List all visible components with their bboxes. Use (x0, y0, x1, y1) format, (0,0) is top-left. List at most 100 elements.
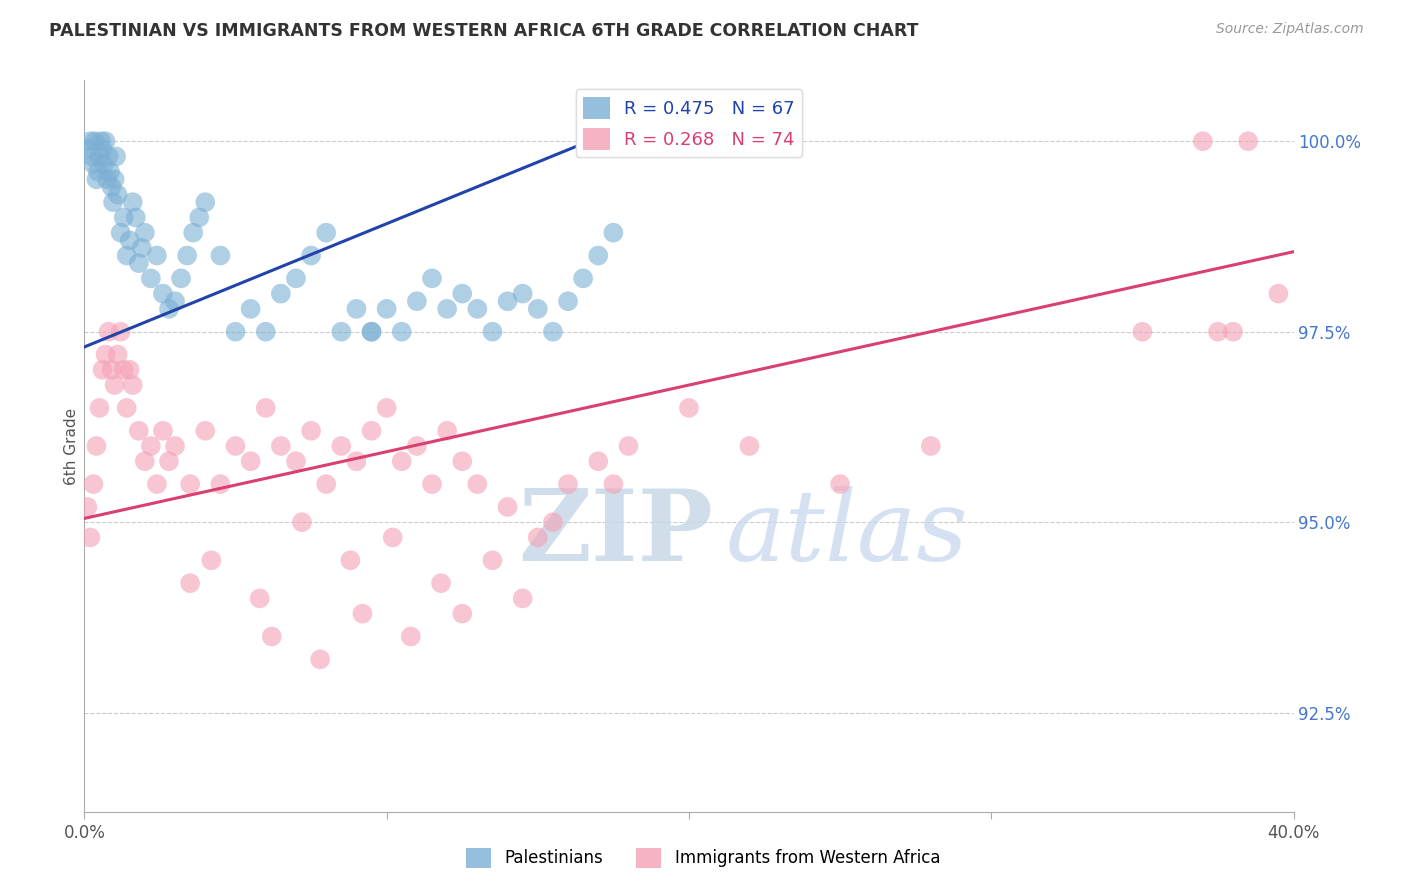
Point (285, 454, 308, 468)
Point (165, 439, 187, 453)
Point (406, 294, 429, 309)
Point (541, 515, 564, 529)
Point (131, 241, 153, 255)
Point (134, 226, 156, 240)
Point (1132, 325, 1154, 339)
Point (97, 149, 120, 163)
Point (496, 294, 519, 309)
Point (77, 142, 100, 156)
Point (254, 325, 277, 339)
Point (209, 477, 232, 491)
Point (152, 286, 174, 301)
Point (170, 271, 193, 285)
Point (285, 271, 308, 285)
Point (299, 248, 322, 262)
Point (1237, 134, 1260, 148)
Point (254, 401, 277, 415)
Point (375, 401, 398, 415)
Point (451, 286, 474, 301)
Point (527, 531, 550, 545)
Point (451, 607, 474, 621)
Point (678, 401, 700, 415)
Point (225, 439, 247, 453)
Point (90, 134, 112, 148)
Point (96, 172, 118, 186)
Point (110, 325, 132, 339)
Point (139, 271, 162, 285)
Point (617, 439, 640, 453)
Point (80, 149, 103, 163)
Point (588, 454, 610, 468)
Point (107, 347, 129, 361)
Point (76, 500, 98, 514)
Point (315, 477, 337, 491)
Point (512, 286, 534, 301)
Point (467, 477, 489, 491)
Text: Source: ZipAtlas.com: Source: ZipAtlas.com (1216, 22, 1364, 37)
Point (128, 256, 150, 270)
Point (360, 325, 382, 339)
Point (315, 226, 337, 240)
Point (179, 576, 201, 591)
Point (110, 226, 132, 240)
Point (118, 233, 141, 247)
Point (481, 325, 503, 339)
Point (339, 553, 361, 567)
Point (330, 325, 353, 339)
Point (391, 325, 413, 339)
Point (291, 515, 314, 529)
Point (738, 439, 761, 453)
Point (557, 477, 579, 491)
Point (481, 553, 503, 567)
Point (100, 363, 122, 377)
Point (188, 211, 211, 225)
Point (391, 454, 413, 468)
Point (200, 553, 222, 567)
Point (146, 248, 169, 262)
Point (86, 439, 108, 453)
Point (107, 187, 129, 202)
Point (299, 424, 322, 438)
Point (572, 271, 595, 285)
Point (381, 531, 404, 545)
Point (181, 226, 204, 240)
Point (86, 172, 108, 186)
Point (79, 134, 101, 148)
Point (467, 301, 489, 316)
Point (157, 301, 180, 316)
Point (157, 454, 180, 468)
Point (557, 294, 579, 309)
Point (225, 325, 247, 339)
Point (194, 195, 217, 210)
Point (375, 301, 398, 316)
Point (146, 477, 169, 491)
Text: ZIP: ZIP (519, 485, 713, 582)
Point (436, 424, 458, 438)
Point (346, 454, 368, 468)
Point (94, 347, 117, 361)
Point (176, 248, 198, 262)
Point (87, 164, 110, 178)
Point (602, 477, 624, 491)
Point (360, 325, 382, 339)
Point (93, 157, 115, 171)
Point (98, 164, 121, 178)
Point (121, 378, 143, 392)
Point (82, 477, 104, 491)
Point (134, 454, 156, 468)
Point (436, 301, 458, 316)
Point (179, 477, 201, 491)
Point (496, 500, 519, 514)
Point (101, 195, 124, 210)
Point (139, 439, 162, 453)
Point (1192, 134, 1215, 148)
Point (89, 149, 111, 163)
Point (121, 195, 143, 210)
Point (112, 211, 135, 225)
Point (128, 424, 150, 438)
Point (270, 439, 292, 453)
Point (420, 271, 443, 285)
Point (104, 172, 127, 186)
Point (406, 439, 429, 453)
Point (118, 363, 141, 377)
